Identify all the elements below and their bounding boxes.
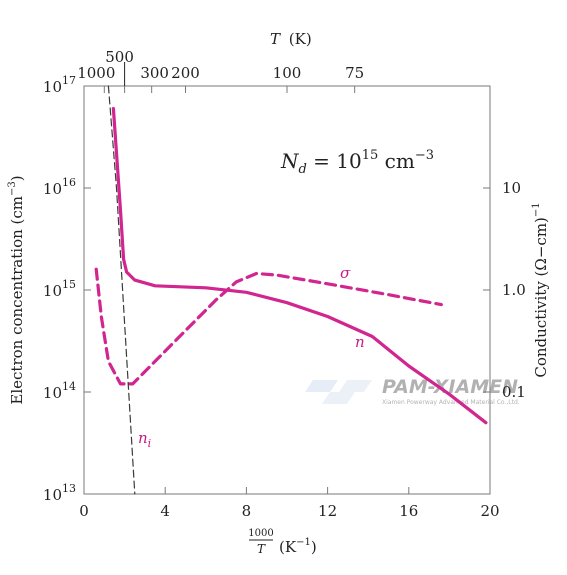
left-tick-label: 1016 <box>43 176 76 198</box>
left-tick-base: 10 <box>43 282 62 300</box>
top-tick-label: 100 <box>273 64 302 82</box>
x-axis-unit-text: (K <box>279 538 297 556</box>
left-tick-base: 10 <box>43 384 62 402</box>
annotation-exp: 15 <box>362 148 379 163</box>
left-tick-base: 10 <box>43 180 62 198</box>
y-axis-right-text: Conductivity (Ω−cm) <box>532 217 550 378</box>
x-tick-label: 8 <box>242 502 252 520</box>
y-axis-left-title: Electron concentration (cm−3) <box>7 175 26 404</box>
y-axis-left-text: Electron concentration (cm <box>8 196 26 405</box>
x-axis-unit-sup: −1 <box>296 537 311 548</box>
left-tick-label: 1017 <box>43 74 76 96</box>
x-axis-title-denominator: T <box>257 542 266 556</box>
left-tick-exp: 13 <box>62 482 76 495</box>
left-tick-label: 1013 <box>43 482 76 504</box>
top-tick-label: 200 <box>171 64 200 82</box>
left-tick-base: 10 <box>43 486 62 504</box>
right-axis: 10 1.0 0.1 <box>483 179 526 401</box>
series-label-ni-base: n <box>138 429 148 447</box>
left-tick-label: 1015 <box>43 278 76 300</box>
series-label-ni: ni <box>138 429 151 450</box>
y-axis-right-title: Conductivity (Ω−cm)−1 <box>531 202 550 377</box>
x-tick-label: 4 <box>160 502 170 520</box>
top-tick-label: 75 <box>345 64 364 82</box>
right-tick-label: 0.1 <box>502 383 526 401</box>
x-axis-unit-close: ) <box>311 538 317 556</box>
left-tick-exp: 16 <box>62 176 76 189</box>
top-axis-symbol: T <box>270 30 281 48</box>
x-tick-label: 20 <box>480 502 499 520</box>
x-tick-label: 12 <box>318 502 337 520</box>
x-axis: 0 4 8 12 16 20 <box>79 487 500 520</box>
doping-annotation: Nd = 1015 cm−3 <box>280 148 434 177</box>
top-tick-label: 300 <box>140 64 169 82</box>
annotation-n-sub: d <box>299 162 307 177</box>
x-axis-title-unit: (K−1) <box>279 537 317 556</box>
series-label-n: n <box>355 333 365 351</box>
right-tick-label: 1.0 <box>502 281 526 299</box>
annotation-unit-exp: −3 <box>415 148 434 163</box>
watermark-logo <box>305 380 372 404</box>
left-tick-exp: 17 <box>62 74 76 87</box>
x-tick-label: 16 <box>399 502 418 520</box>
series-label-sigma: σ <box>340 264 351 282</box>
series-sigma-line <box>94 267 443 386</box>
y-axis-left-close: ) <box>8 175 26 181</box>
top-axis-title: T (K) <box>270 30 312 48</box>
y-axis-right-sup: −1 <box>531 202 542 217</box>
y-axis-left-sup: −3 <box>7 181 18 196</box>
x-axis-title: 1000 T (K−1) <box>248 528 316 556</box>
series-label-ni-sub: i <box>148 437 152 450</box>
series-layer <box>94 85 488 495</box>
annotation-eq: = 10 <box>307 149 362 173</box>
top-tick-label: 1000 <box>77 64 115 82</box>
series-n-line <box>111 106 488 425</box>
left-tick-base: 10 <box>43 78 62 96</box>
annotation-n: N <box>280 149 300 173</box>
top-tick-label: 500 <box>105 48 134 66</box>
left-tick-exp: 15 <box>62 278 76 291</box>
x-axis-title-numerator: 1000 <box>248 528 273 539</box>
left-tick-label: 1014 <box>43 380 76 402</box>
x-tick-label: 0 <box>79 502 89 520</box>
watermark: PAM-XIAMEN Xiamen Powerway Advanced Mate… <box>305 376 520 406</box>
series-ni-line <box>107 85 136 495</box>
watermark-subtitle: Xiamen Powerway Advanced Material Co.,Lt… <box>382 399 520 406</box>
right-tick-label: 10 <box>502 179 521 197</box>
top-axis-unit: (K) <box>289 30 312 48</box>
left-tick-exp: 14 <box>62 380 76 393</box>
annotation-unit: cm <box>378 149 415 173</box>
